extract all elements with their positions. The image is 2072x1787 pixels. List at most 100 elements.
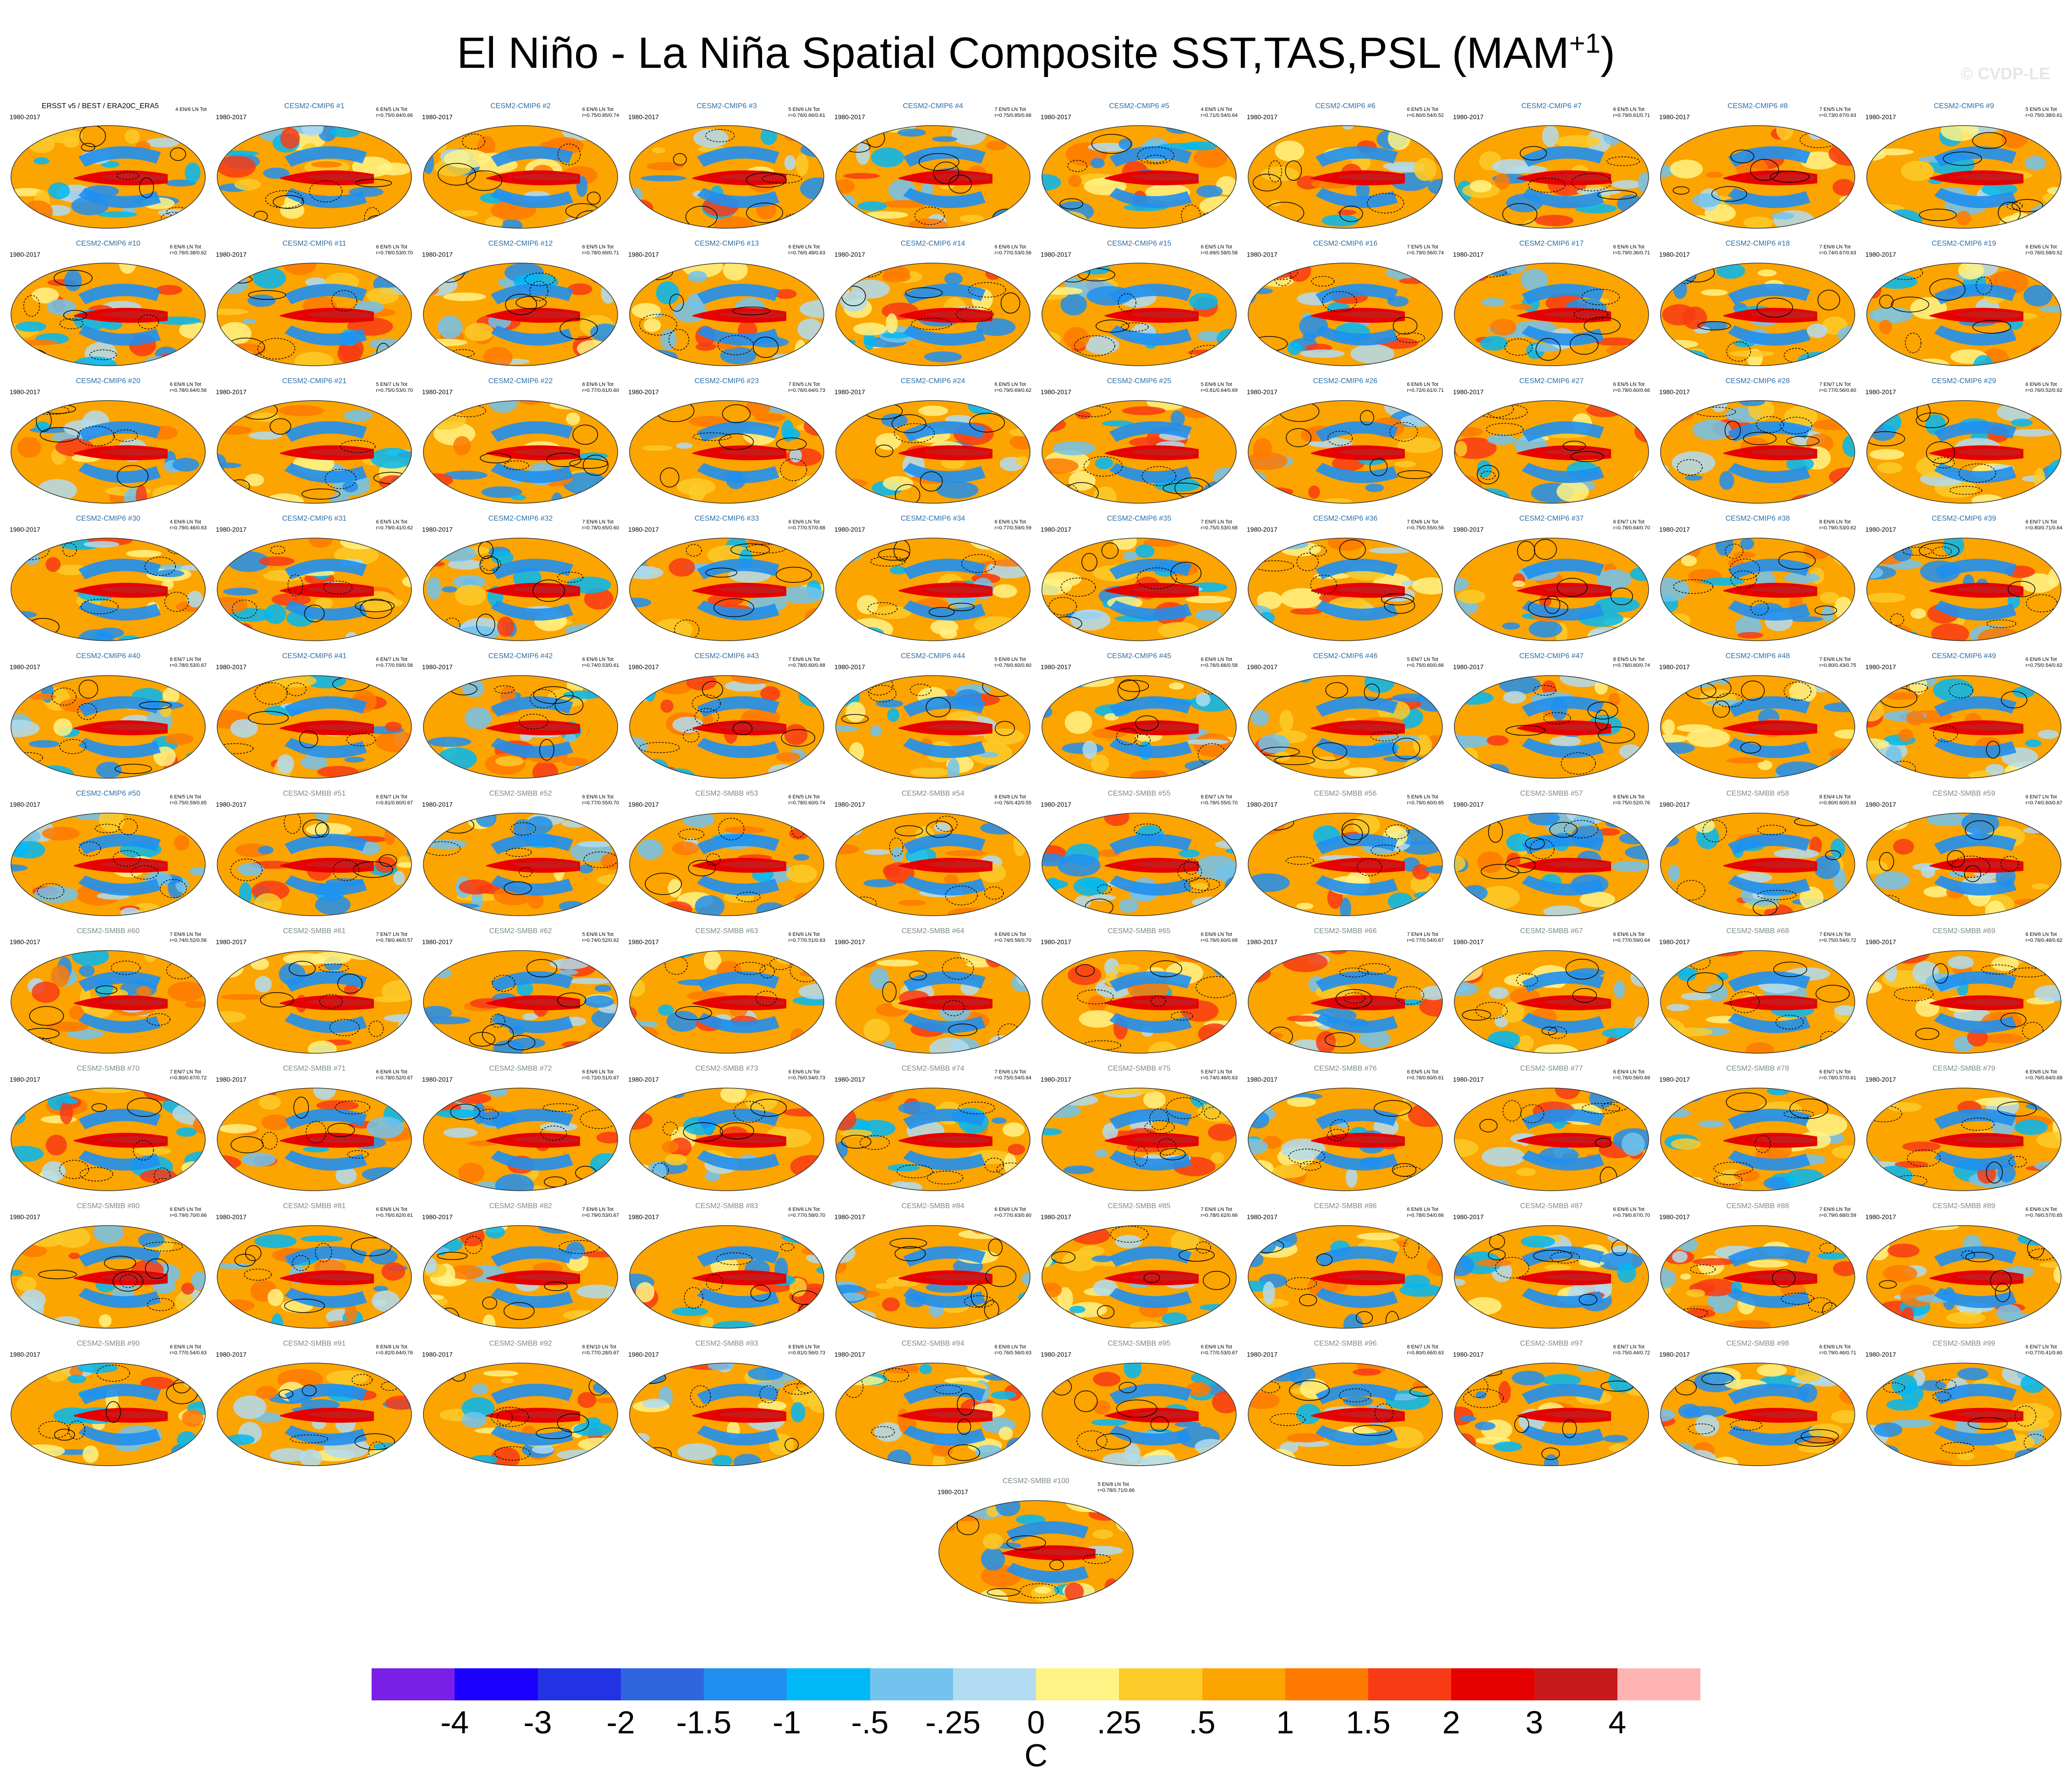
cool-arc-north (1316, 834, 1398, 854)
anomaly-blob (590, 1175, 618, 1191)
psl-contour (1891, 297, 1929, 313)
anomaly-blob (1589, 627, 1622, 639)
map-panel: CESM2-CMIP6 #23 1980-2017 7 EN/5 LN Tot r=… (624, 371, 830, 509)
anomaly-blob (1389, 1050, 1417, 1053)
anomaly-blob (217, 499, 250, 503)
anomaly-blob (635, 1365, 666, 1385)
panel-stats: 8 EN/6 LN Tot r=0.79/0.53/0.62 (1819, 519, 1856, 531)
map-panel: CESM2-CMIP6 #25 1980-2017 5 EN/6 LN Tot r=… (1036, 371, 1242, 509)
cool-arc-north (1728, 834, 1810, 854)
anomaly-blob (1595, 337, 1636, 346)
anomaly-blob (1279, 709, 1294, 732)
psl-contour (139, 177, 154, 198)
map-image (629, 400, 824, 504)
panel-stats: 6 EN/6 LN Tot r=0.77/0.54/0.63 (170, 1344, 207, 1356)
psl-contour (1724, 420, 1741, 440)
panel-stats: 6 EN/5 LN Tot r=0.79/0.70/0.66 (170, 1207, 207, 1218)
psl-contour (1906, 683, 1928, 693)
cool-arc-south (1109, 600, 1192, 621)
panel-name: CESM2-SMBB #93 (695, 1340, 758, 1347)
anomaly-blob (217, 198, 225, 220)
anomaly-blob (1891, 1374, 1918, 1396)
anomaly-blob (1006, 1437, 1030, 1457)
colorbar-label: -.25 (925, 1705, 981, 1740)
map-image (1660, 1225, 1855, 1329)
cool-arc-south (1316, 1013, 1398, 1033)
warm-tongue-core (1957, 1411, 2021, 1419)
psl-contour (1137, 146, 1174, 165)
psl-contour (1570, 451, 1604, 462)
cool-arc-south (491, 1425, 573, 1446)
map-panel: CESM2-SMBB #64 1980-2017 6 EN/6 LN Tot r=0… (830, 921, 1036, 1059)
anomaly-blob (1734, 1169, 1760, 1182)
map-panel: CESM2-CMIP6 #44 1980-2017 5 EN/6 LN Tot r=… (830, 646, 1036, 784)
anomaly-blob (1215, 954, 1236, 972)
psl-contour (1730, 1419, 1763, 1431)
anomaly-blob (476, 813, 497, 827)
cool-arc-south (1006, 1563, 1089, 1583)
anomaly-blob (647, 772, 675, 778)
anomaly-blob (1869, 1237, 1890, 1260)
anomaly-blob (307, 1040, 337, 1053)
map-outline (835, 538, 1031, 641)
psl-contour (63, 310, 88, 321)
map-image (835, 950, 1031, 1054)
map-image (1248, 1088, 1443, 1191)
anomaly-blob (1831, 1410, 1855, 1424)
warm-tongue-core (1957, 1274, 2021, 1281)
warm-tongue-core (926, 1136, 990, 1144)
anomaly-blob (299, 1449, 323, 1466)
psl-contour (844, 1375, 864, 1398)
anomaly-blob (1064, 1582, 1084, 1601)
anomaly-blob (11, 813, 49, 820)
anomaly-blob (1670, 159, 1703, 179)
cool-arc-north (1316, 284, 1398, 304)
anomaly-blob (1506, 852, 1521, 868)
psl-contour (1716, 693, 1744, 708)
panel-period: 1980-2017 (10, 251, 40, 258)
psl-contour (1961, 1117, 1995, 1131)
anomaly-blob (1013, 1314, 1029, 1328)
map-panel: CESM2-SMBB #63 1980-2017 6 EN/6 LN Tot r=0… (624, 921, 830, 1059)
anomaly-blob (1194, 855, 1236, 880)
map-outline (1454, 125, 1649, 229)
cool-arc-north (697, 559, 779, 579)
warm-tongue-core (720, 449, 784, 456)
anomaly-blob (385, 721, 402, 732)
cool-arc-north (1934, 1246, 2017, 1267)
anomaly-blob (181, 1282, 194, 1295)
map-image (1041, 125, 1237, 229)
warm-tongue-core (1338, 174, 1403, 181)
psl-contour (1565, 958, 1599, 980)
anomaly-blob (898, 900, 926, 906)
anomaly-blob (891, 1181, 910, 1188)
anomaly-blob (1248, 1226, 1266, 1244)
psl-contour (1916, 412, 1949, 429)
anomaly-blob (561, 819, 589, 828)
anomaly-blob (11, 1270, 23, 1276)
psl-contour (1325, 682, 1348, 698)
anomaly-blob (668, 879, 682, 898)
anomaly-blob (577, 841, 613, 847)
psl-contour (1170, 561, 1202, 584)
psl-contour (323, 581, 353, 594)
panel-period: 1980-2017 (834, 938, 865, 946)
colorbar-box (372, 1668, 455, 1700)
psl-contour (32, 406, 70, 415)
cool-arc-north (1522, 1246, 1604, 1267)
anomaly-blob (15, 321, 47, 332)
panel-period: 1980-2017 (216, 113, 247, 121)
psl-contour (265, 190, 303, 209)
psl-contour (894, 825, 923, 836)
anomaly-blob (1910, 608, 1926, 619)
cool-arc-south (1109, 463, 1192, 483)
panel-name: CESM2-SMBB #74 (901, 1065, 965, 1072)
warm-tongue-core (1957, 724, 2021, 731)
warm-tongue-core (307, 311, 372, 319)
anomaly-blob (784, 724, 808, 745)
cool-arc-south (1934, 1150, 2017, 1171)
anomaly-blob (278, 405, 324, 417)
anomaly-blob (1757, 1364, 1787, 1377)
warm-tongue-core (720, 999, 784, 1006)
anomaly-blob (1773, 848, 1820, 859)
